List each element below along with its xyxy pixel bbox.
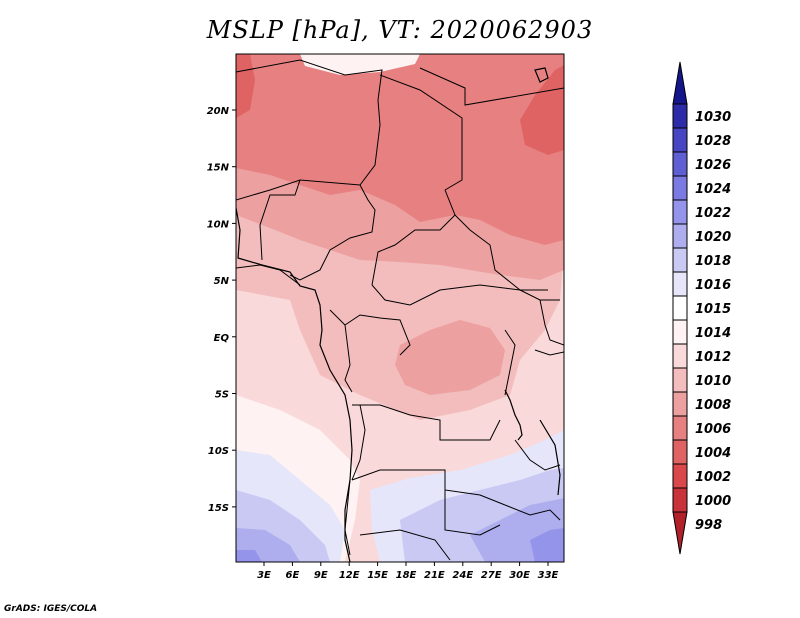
field-1008-congo [395,320,505,395]
colorbar-label: 1004 [695,446,731,461]
lon-label: 15E [367,570,388,581]
map-frame [235,53,565,563]
colorbar-label: 1016 [695,278,731,293]
lon-label: 6E [286,570,300,581]
lat-label: 20N [207,106,230,117]
colorbar-cell [672,487,688,513]
colorbar-label: 1020 [695,230,731,245]
colorbar-label: 1030 [695,110,731,125]
colorbar-cell [672,151,688,177]
lat-label: 10S [208,446,229,457]
colorbar-label: 998 [695,518,722,533]
lat-label: 5N [214,276,230,287]
lat-label: 15N [207,163,230,174]
colorbar-label: 1024 [695,182,731,197]
colorbar-label: 1015 [695,302,731,317]
coastlines [236,67,561,562]
credit-label: GrADS: IGES/COLA [4,604,98,614]
colorbar-label: 1018 [695,254,731,269]
field-1003-low [520,65,564,155]
colorbar-cell [672,271,688,297]
colorbar: 998 1000 1002 1004 1006 1008 1010 1012 1014 1015 1… [672,61,731,555]
field-1003-nw [236,54,255,118]
colorbar-cell [672,247,688,273]
colorbar-cell [672,199,688,225]
colorbar-cell [672,295,688,321]
longitude-axis: 3E 6E 9E 12E 15E 18E 21E 24E 27E 30E 33E [257,562,559,581]
colorbar-label: 1026 [695,158,731,173]
colorbar-cell [672,61,688,105]
colorbar-cell [672,415,688,441]
colorbar-label: 1008 [695,398,731,413]
colorbar-label: 1012 [695,350,731,365]
colorbar-label: 1002 [695,470,731,485]
lon-label: 12E [339,570,360,581]
lon-label: 33E [538,570,559,581]
colorbar-cell [672,439,688,465]
latitude-axis: 20N 15N 10N 5N EQ 5S 10S 15S [207,106,236,514]
colorbar-cell [672,175,688,201]
lon-label: 3E [257,570,271,581]
colorbar-cell [672,367,688,393]
country-borders [236,59,564,561]
colorbar-label: 1014 [695,326,731,341]
colorbar-cell [672,463,688,489]
lon-label: 9E [314,570,328,581]
lat-label: 5S [215,390,229,401]
colorbar-cell [672,223,688,249]
chart-title: MSLP [hPa], VT: 2020062903 [206,16,594,44]
lon-label: 30E [509,570,530,581]
lon-label: 18E [396,570,417,581]
colorbar-label: 1028 [695,134,731,149]
colorbar-cell [672,343,688,369]
lon-label: 21E [424,570,445,581]
colorbar-label: 1000 [695,494,731,509]
colorbar-cell [672,127,688,153]
pressure-field [236,54,564,562]
lat-label: EQ [214,333,230,344]
colorbar-label: 1010 [695,374,731,389]
colorbar-label: 1006 [695,422,731,437]
colorbar-cell [672,511,688,555]
lat-label: 15S [208,503,229,514]
colorbar-cell [672,391,688,417]
field-1020-region [236,498,564,562]
lon-label: 24E [452,570,473,581]
colorbar-cell [672,319,688,345]
colorbar-label: 1022 [695,206,731,221]
lon-label: 27E [481,570,502,581]
lat-label: 10N [207,219,230,230]
colorbar-cell [672,103,688,129]
